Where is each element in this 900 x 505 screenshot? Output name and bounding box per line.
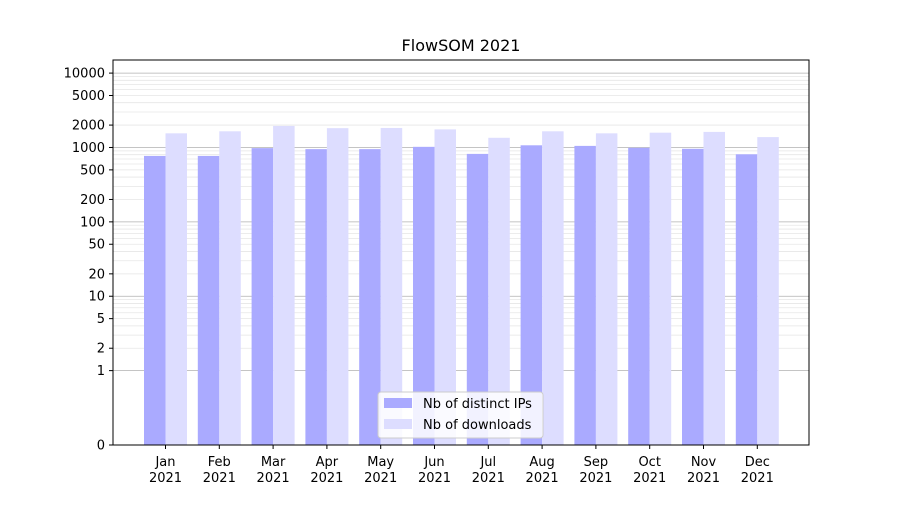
y-tick-label: 20	[88, 267, 105, 282]
bar-downloads	[542, 131, 564, 446]
x-tick-label: Mar 2021	[257, 455, 290, 486]
y-tick-label: 2	[97, 342, 105, 357]
legend-swatch-distinct-ips	[384, 398, 412, 408]
y-tick-label: 10000	[64, 67, 105, 82]
bar-distinct-ips	[682, 148, 704, 445]
bar-downloads	[757, 137, 779, 446]
legend-label-downloads: Nb of downloads	[423, 418, 532, 433]
bar-distinct-ips	[305, 149, 327, 445]
bar-downloads	[649, 132, 672, 445]
bar-downloads	[219, 131, 241, 446]
legend: Nb of distinct IPs Nb of downloads	[377, 391, 544, 439]
y-tick-label: 5000	[72, 89, 105, 104]
bars	[144, 125, 779, 446]
bar-distinct-ips	[466, 153, 489, 445]
y-tick-label: 50	[88, 238, 105, 253]
bar-downloads	[326, 128, 349, 445]
bar-distinct-ips	[359, 149, 381, 445]
bar-downloads	[165, 133, 187, 446]
x-tick-label: Oct 2021	[633, 455, 666, 486]
bar-distinct-ips	[520, 145, 543, 446]
x-axis-ticks: Jan 2021 Feb 2021 Mar 2021 Apr 2021 May 2021 Jun 20…	[149, 445, 774, 486]
bar-downloads	[273, 125, 295, 445]
legend-label-distinct-ips: Nb of distinct IPs	[423, 397, 532, 412]
y-axis-ticks: 0 1 2 5 10 20 50 100 200 500 1000 2000 5000 10000	[64, 67, 113, 454]
x-tick-label: May 2021	[364, 455, 397, 486]
x-tick-label: Apr 2021	[310, 455, 343, 486]
y-tick-label: 1	[97, 364, 105, 379]
y-tick-label: 5	[97, 312, 105, 327]
x-tick-label: Nov 2021	[687, 455, 720, 486]
y-tick-label: 2000	[72, 119, 105, 134]
x-tick-label: Jan 2021	[149, 455, 182, 486]
plot-frame	[112, 59, 810, 446]
bar-distinct-ips	[574, 145, 596, 445]
x-tick-label: Dec 2021	[741, 455, 774, 486]
chart-title: FlowSOM 2021	[402, 36, 521, 55]
bar-downloads	[703, 131, 725, 445]
bar-distinct-ips	[197, 155, 220, 445]
y-tick-label: 200	[80, 193, 105, 208]
y-tick-label: 100	[80, 215, 105, 230]
bar-downloads	[488, 137, 510, 445]
x-tick-label: Feb 2021	[203, 455, 236, 486]
bar-distinct-ips	[413, 146, 435, 446]
bar-distinct-ips	[144, 155, 166, 445]
x-tick-label: Aug 2021	[526, 455, 559, 486]
x-tick-label: Sep 2021	[579, 455, 612, 486]
bar-distinct-ips	[628, 147, 650, 445]
bar-distinct-ips	[251, 148, 274, 446]
x-tick-label: Jul 2021	[472, 455, 505, 486]
bar-distinct-ips	[735, 154, 758, 445]
legend-box	[377, 391, 544, 439]
bar-downloads	[595, 133, 618, 446]
y-tick-label: 0	[97, 439, 105, 454]
legend-swatch-downloads	[384, 419, 412, 429]
bar-downloads	[380, 127, 403, 445]
y-tick-label: 1000	[72, 141, 105, 156]
x-tick-label: Jun 2021	[418, 455, 451, 486]
bar-downloads	[434, 129, 456, 445]
y-tick-label: 500	[80, 163, 105, 178]
y-tick-label: 10	[88, 290, 105, 305]
